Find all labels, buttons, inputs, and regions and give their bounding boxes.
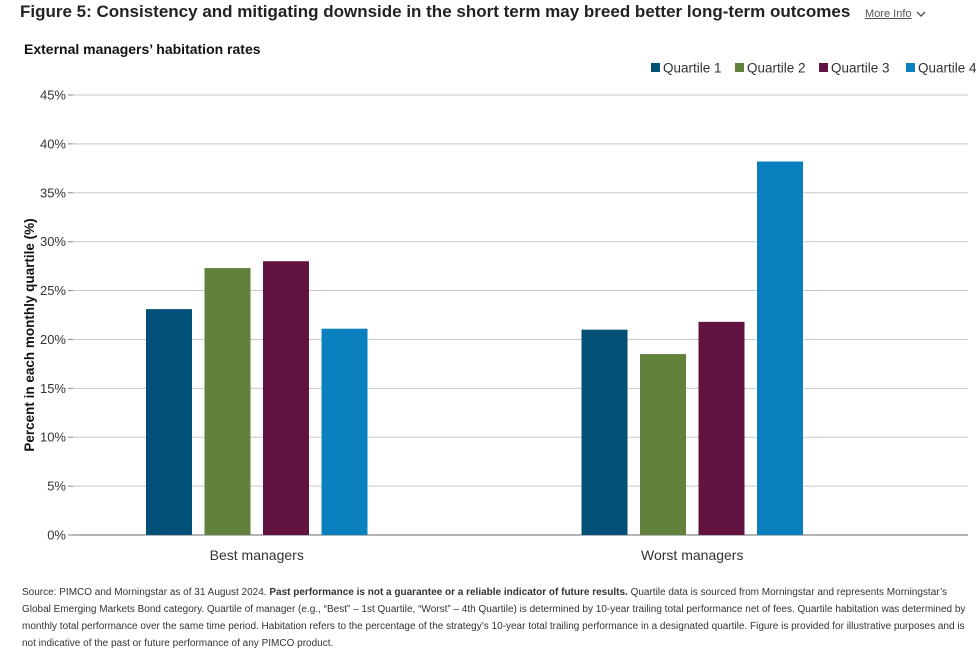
- y-tick-label: 45%: [40, 88, 66, 103]
- bar-quartile-3: [698, 321, 745, 535]
- x-category-label: Best managers: [210, 547, 304, 563]
- y-tick-label: 5%: [47, 479, 66, 494]
- bar-quartile-3: [263, 261, 309, 535]
- legend-label: Quartile 3: [831, 61, 890, 76]
- footnote-disclaimer: Past performance is not a guarantee or a…: [269, 587, 628, 598]
- bar-quartile-2: [640, 354, 686, 535]
- more-info-label: More Info: [865, 8, 912, 20]
- y-tick-label: 15%: [40, 381, 66, 396]
- legend-swatch: [735, 63, 744, 72]
- legend-swatch: [819, 63, 828, 72]
- x-category-label: Worst managers: [641, 547, 743, 563]
- footnote: Source: PIMCO and Morningstar as of 31 A…: [22, 584, 968, 652]
- more-info-link[interactable]: More Info: [865, 8, 925, 20]
- footnote-lead: Source: PIMCO and Morningstar as of 31 A…: [22, 587, 270, 598]
- bar-quartile-2: [204, 268, 251, 535]
- legend-swatch: [906, 63, 915, 72]
- y-tick-label: 10%: [40, 430, 66, 445]
- legend-label: Quartile 4: [918, 61, 976, 76]
- y-axis-label: Percent in each monthly quartile (%): [22, 218, 37, 451]
- figure-title: Figure 5: Consistency and mitigating dow…: [20, 2, 926, 22]
- bar-quartile-1: [581, 329, 628, 535]
- y-tick-label: 20%: [40, 332, 66, 347]
- legend-label: Quartile 2: [747, 61, 806, 76]
- y-tick-label: 30%: [40, 234, 66, 249]
- bar-quartile-1: [146, 309, 192, 535]
- legend-label: Quartile 1: [663, 61, 722, 76]
- y-tick-label: 35%: [40, 185, 66, 200]
- bar-quartile-4: [757, 161, 803, 535]
- footnote-body: Quartile data is sourced from Morningsta…: [22, 587, 966, 649]
- y-tick-label: 0%: [47, 528, 66, 543]
- figure-title-text: Figure 5: Consistency and mitigating dow…: [20, 2, 851, 21]
- bar-quartile-4: [321, 328, 368, 535]
- chart-title: External managers’ habitation rates: [24, 41, 261, 57]
- bar-chart: 0% 5% 10% 15% 20% 25% 30% 35% 40% 45% Percent in e…: [22, 61, 976, 564]
- chevron-down-icon: [916, 11, 925, 17]
- y-tick-label: 40%: [40, 136, 66, 151]
- legend-swatch: [651, 63, 660, 72]
- y-tick-label: 25%: [40, 283, 66, 298]
